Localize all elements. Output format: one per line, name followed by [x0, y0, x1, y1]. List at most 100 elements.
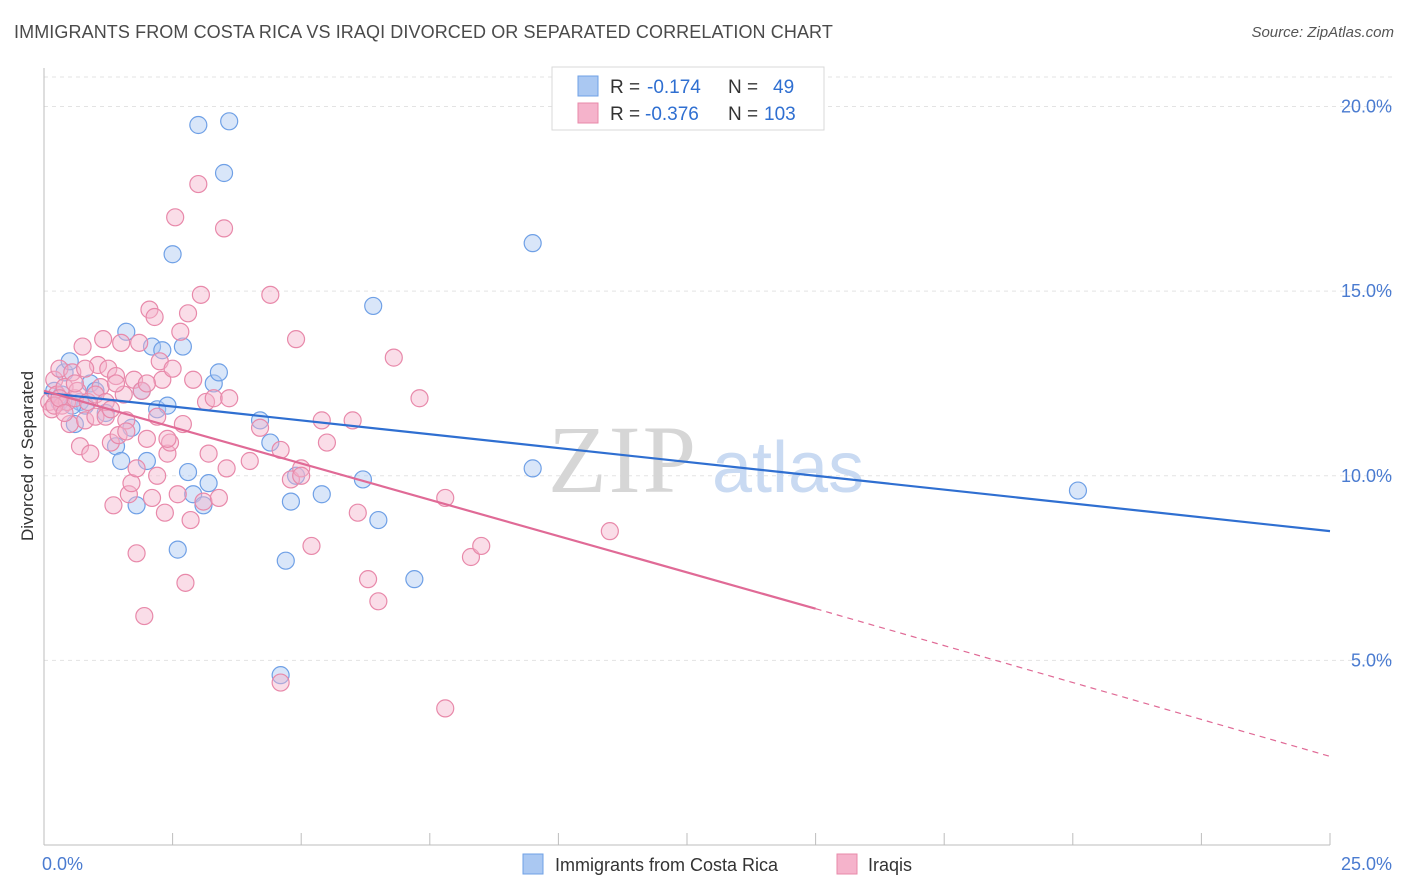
costa-rica-point: [364, 296, 383, 316]
legend-r-value: -0.376: [645, 104, 699, 125]
series-iraqis-points: [40, 174, 619, 718]
iraqis-point: [55, 403, 74, 423]
iraqis-point: [158, 429, 177, 448]
costa-rica-point: [60, 352, 79, 371]
costa-rica-point: [281, 492, 301, 511]
costa-rica-point: [178, 462, 198, 482]
costa-rica-point: [271, 666, 290, 685]
iraqis-point: [178, 304, 198, 323]
iraqis-point: [45, 370, 64, 389]
legend-n-value: 49: [773, 77, 794, 98]
costa-rica-trend-line: [43, 391, 1331, 533]
iraqis-point: [76, 359, 95, 378]
iraqis-point: [145, 307, 164, 327]
trend-lines: [43, 389, 1331, 757]
y-tick-label: 10.0%: [1341, 466, 1392, 486]
y-axis-label: Divorced or Separated: [18, 371, 37, 541]
iraqis-point: [99, 359, 118, 378]
iraqis-point: [163, 359, 182, 378]
costa-rica-point: [199, 474, 218, 493]
y-tick-label: 15.0%: [1341, 281, 1392, 301]
iraqis-point: [261, 285, 280, 304]
costa-rica-point: [369, 510, 388, 530]
iraqis-point: [137, 429, 156, 448]
y-tick-label: 5.0%: [1351, 650, 1392, 670]
costa-rica-point: [189, 115, 208, 135]
costa-rica-point: [163, 245, 182, 264]
iraqis-point: [137, 374, 156, 393]
iraqis-point: [250, 418, 270, 437]
iraqis-point: [600, 522, 619, 541]
iraqis-point: [135, 606, 154, 626]
iraqis-point: [286, 330, 306, 349]
iraqis-point: [73, 337, 92, 356]
iraqis-point: [199, 444, 218, 463]
iraqis-point: [86, 407, 105, 426]
iraqis-point: [94, 330, 113, 349]
iraqis-point: [220, 389, 239, 408]
x-tick-label: 25.0%: [1341, 854, 1392, 874]
costa-rica-point: [117, 322, 136, 341]
iraqis-point: [191, 285, 210, 304]
iraqis-point: [127, 459, 146, 478]
iraqis-point: [281, 470, 301, 489]
costa-rica-point: [65, 414, 84, 434]
iraqis-point: [117, 422, 136, 441]
iraqis-point: [101, 433, 120, 452]
watermark-zip: ZIP: [548, 406, 698, 513]
iraqis-point: [65, 374, 84, 393]
bottom-legend-label-costa-rica: Immigrants from Costa Rica: [555, 855, 779, 875]
watermark: ZIP atlas: [548, 406, 864, 513]
iraqis-point: [127, 544, 146, 563]
iraqis-point: [209, 488, 228, 508]
iraqis-point: [60, 414, 79, 434]
iraqis-point: [153, 370, 172, 389]
iraqis-point: [348, 503, 367, 522]
iraqis-point: [70, 437, 90, 456]
costa-rica-point: [312, 485, 331, 504]
iraqis-point: [181, 510, 200, 530]
iraqis-point: [436, 699, 455, 718]
bottom-legend-swatch-costa-rica: [522, 853, 544, 875]
iraqis-point: [166, 208, 185, 227]
x-tick-label: 0.0%: [42, 854, 83, 874]
legend-box: R = -0.174 N = 49 R = -0.376 N = 103: [551, 66, 825, 131]
iraqis-point: [302, 536, 321, 556]
iraqis-point: [472, 536, 491, 556]
iraqis-point: [171, 322, 190, 341]
costa-rica-point: [214, 163, 234, 183]
iraqis-point: [184, 370, 203, 389]
iraqis-point: [410, 389, 429, 408]
bottom-legend-swatch-iraqis: [836, 853, 858, 875]
legend-n-value: 103: [764, 104, 796, 125]
iraqis-point: [312, 411, 331, 430]
iraqis-point: [461, 547, 481, 567]
iraqis-point: [176, 573, 195, 592]
y-tick-labels: 5.0% 10.0% 15.0% 20.0%: [1341, 97, 1392, 671]
iraqis-point: [384, 348, 403, 367]
legend-n-label: N =: [728, 77, 758, 98]
legend-r-value: -0.174: [647, 77, 701, 98]
iraqis-point: [317, 433, 337, 452]
iraqis-point: [358, 570, 378, 589]
legend-swatch-iraqis: [577, 102, 599, 124]
costa-rica-point: [220, 112, 239, 131]
iraqis-point: [130, 333, 149, 352]
costa-rica-point: [137, 451, 156, 471]
costa-rica-point: [204, 374, 223, 393]
costa-rica-point: [523, 234, 542, 253]
iraqis-point: [155, 503, 174, 522]
iraqis-point: [271, 673, 290, 692]
costa-rica-point: [153, 341, 172, 360]
iraqis-point: [106, 374, 126, 393]
iraqis-point: [119, 485, 138, 504]
costa-rica-point: [184, 485, 203, 504]
costa-rica-point: [523, 459, 542, 478]
iraqis-point: [76, 411, 95, 430]
bottom-legend-label-iraqis: Iraqis: [868, 855, 912, 875]
iraqis-point: [104, 496, 123, 515]
source-label: Source: ZipAtlas.com: [1251, 24, 1394, 41]
grid-lines: [44, 76, 1392, 661]
iraqis-point: [217, 459, 236, 478]
